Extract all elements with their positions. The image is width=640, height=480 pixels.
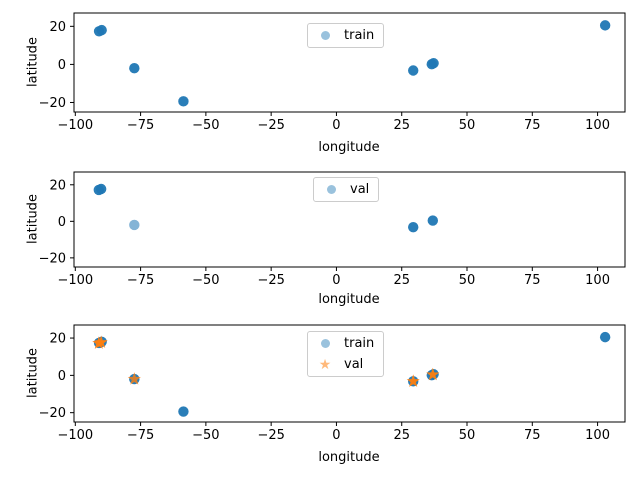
scatter-point-val [426,367,440,381]
x-tick-label: 50 [459,118,476,133]
x-tick-label: 0 [332,428,340,443]
x-tick-label: −75 [127,118,154,133]
y-tick-label: 20 [49,20,66,35]
y-tick-label: 0 [58,369,66,384]
y-tick-label: −20 [39,96,66,111]
x-tick-label: −75 [127,273,154,288]
scatter-point-val [406,374,420,387]
x-tick-label: −50 [192,118,219,133]
x-tick-label: −100 [57,428,93,443]
scatter-point-train [96,24,107,36]
legend-plot1: train [307,23,385,48]
scatter-point-val [127,372,141,385]
y-tick-label: 20 [49,332,66,347]
scatter-point-val [94,335,108,348]
axes-spine [73,324,626,423]
scatter-point-val [95,183,107,195]
y-tick-label: 20 [49,178,66,193]
scatter-point-train [408,65,419,76]
x-tick-label: −25 [257,428,284,443]
legend-label: train [344,335,375,351]
x-tick-label: 50 [459,428,476,443]
x-tick-label: 25 [393,118,410,133]
scatter-point-val [408,221,419,233]
x-tick-label: −50 [192,428,219,443]
legend-entry-val: ★ val [315,354,374,375]
x-tick-label: 100 [585,428,610,443]
y-tick-label: 0 [58,215,66,230]
legend-entry-train: train [315,333,374,354]
y-axis-label-plot1: latitude [25,37,41,87]
star-marker-icon: ★ [318,356,332,373]
x-tick-label: −50 [192,273,219,288]
legend-entry-val: val [321,179,369,200]
x-tick-label: 0 [332,118,340,133]
y-axis-label-plot2: latitude [25,194,41,244]
x-tick-label: 25 [393,428,410,443]
x-tick-label: 75 [524,428,541,443]
x-tick-label: 100 [585,273,610,288]
x-axis-label-plot1: longitude [318,140,380,155]
circle-marker-icon [321,185,341,194]
scatter-point-val [129,219,140,231]
axes-spine [73,171,626,268]
axes-spine [73,12,626,113]
circle-marker-icon [315,31,335,40]
legend-plot2: val [313,177,380,202]
scatter-point-train [178,406,189,417]
scatter-point-train [428,58,439,69]
y-tick-label: −20 [39,406,66,421]
x-tick-label: −100 [57,118,93,133]
x-tick-label: −25 [257,118,284,133]
x-tick-label: −75 [127,428,154,443]
legend-label: val [344,356,364,372]
scatter-point-train [178,96,189,107]
y-tick-label: 0 [58,58,66,73]
x-tick-label: −100 [57,273,93,288]
x-tick-label: 50 [459,273,476,288]
x-axis-label-plot2: longitude [318,292,380,307]
x-tick-label: −25 [257,273,284,288]
x-tick-label: 25 [393,273,410,288]
legend-label: train [344,27,375,43]
x-tick-label: 0 [332,273,340,288]
legend-entry-train: train [315,25,374,46]
x-tick-label: 75 [524,118,541,133]
y-axis-label-plot3: latitude [25,348,41,398]
scatter-point-val [427,215,438,226]
y-tick-label: −20 [39,251,66,266]
legend-plot3: train ★ val [307,331,385,377]
circle-marker-icon [315,339,335,348]
x-axis-label-plot3: longitude [318,450,380,465]
legend-label: val [350,181,370,197]
scatter-point-train [129,63,140,74]
x-tick-label: 75 [524,273,541,288]
scatter-point-train [599,331,611,343]
scatter-point-train [599,20,611,31]
x-tick-label: 100 [585,118,610,133]
